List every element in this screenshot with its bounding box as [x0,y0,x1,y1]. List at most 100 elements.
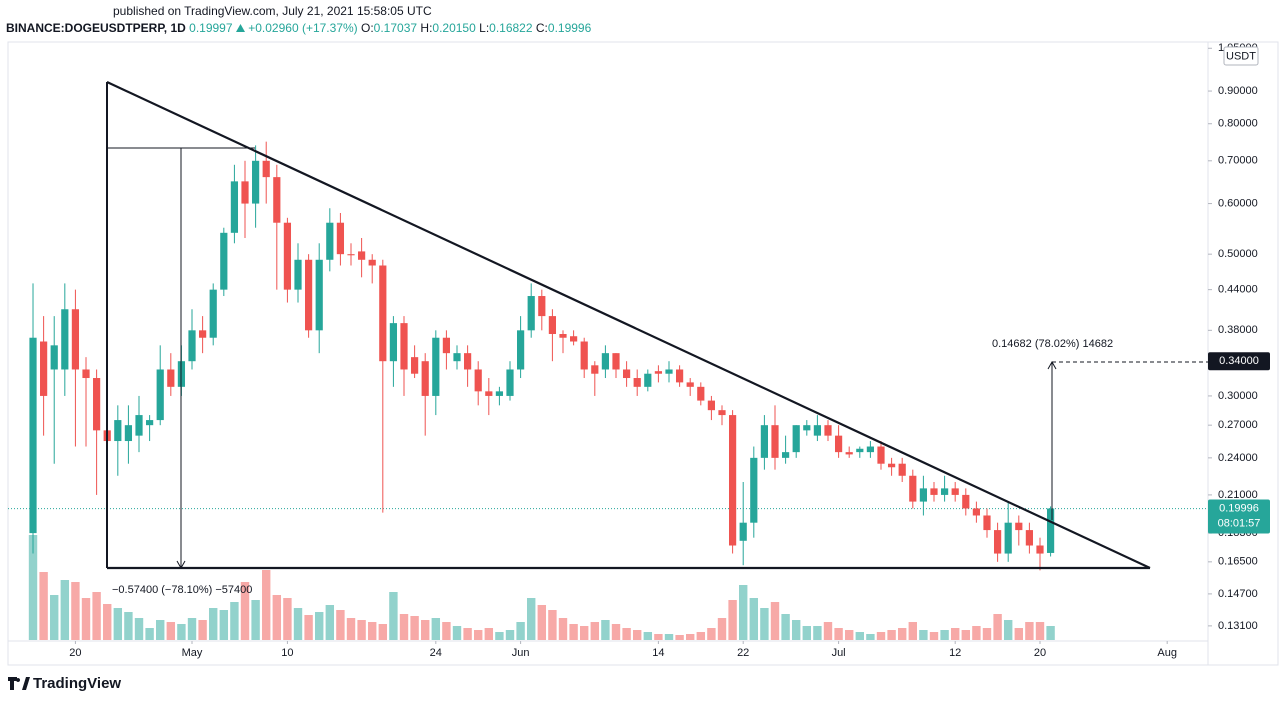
volume-bar [145,628,154,640]
candle-body [474,369,482,392]
price-label-box [1208,352,1270,371]
ohlc-value: 0.20150 [432,21,476,35]
y-tick-label: 0.27000 [1218,419,1258,431]
volume-bar [728,600,737,640]
candle-body [464,353,472,370]
volume-bar [686,634,695,640]
candle-body [962,494,970,509]
candle-body [538,296,546,317]
ohlc: O:0.17037 H:0.20150 L:0.16822 C:0.19996 [361,21,591,35]
volume-bar [866,634,875,640]
y-tick-label: 0.60000 [1218,197,1258,209]
price-label-box [1208,499,1270,534]
volume-bar [760,608,769,640]
candle-body [400,323,408,370]
candle-body [771,425,779,458]
candle-body [262,160,270,178]
volume-bar [198,620,207,640]
volume-bar [696,632,706,640]
volume-bar [495,632,504,640]
candle-body [559,334,567,338]
candle-body [591,365,599,374]
y-tick-label: 0.90000 [1218,85,1258,97]
ohlc-value: 0.19996 [547,21,592,35]
volume-bar [887,630,896,640]
volume-bar [675,635,684,640]
volume-bar [950,628,960,640]
candle-body [273,177,281,223]
volume-bar [389,592,398,640]
volume-bar [664,634,674,640]
candle-body [729,415,737,546]
price-label: 0.19996 [1219,502,1259,514]
x-tick-label: 12 [949,647,961,659]
ohlc-value: 0.16822 [489,21,533,35]
axes: 1.050000.900000.800000.700000.600000.500… [69,42,1270,659]
volume-bar [368,622,377,640]
volume-bar [601,620,610,640]
ohlc-value: 0.17037 [373,21,418,35]
volume-bar [92,592,101,640]
symbol-header: BINANCE:DOGEUSDTPERP, 1D 0.19997 +0.0296… [6,21,591,35]
volume-bar [548,610,557,640]
y-tick-label: 0.13100 [1218,620,1258,632]
candle-body [665,369,673,374]
price-label: 0.34000 [1219,355,1259,367]
volume-bar [558,618,568,640]
x-tick-label: 14 [652,647,664,659]
y-tick-label: 0.14700 [1218,588,1258,600]
volume-bar [791,620,801,640]
candle-body [442,337,451,354]
countdown: 08:01:57 [1218,517,1261,529]
candle-body [601,353,610,370]
candle-body [167,369,175,387]
arrow-head [176,560,186,570]
candle-body [654,371,663,374]
candle-body [241,181,249,204]
volume-bar [1035,622,1045,640]
candle-body [824,425,832,436]
annotation: −0.57400 (−78.10%) −57400 [112,584,252,596]
candle-body [580,341,588,370]
candle-body [368,259,376,266]
candle-body [813,425,821,436]
volume-bar [897,628,907,640]
volume-bar [378,624,388,640]
candle-body [856,448,864,453]
x-tick-label: Jul [832,647,846,659]
brand: TradingView [33,675,121,692]
candle-body [612,353,620,370]
candle-body [82,369,90,379]
candle-body [379,265,387,362]
candle-body [898,463,906,476]
candle-body [283,222,292,290]
candle-body [305,259,313,331]
candle-body [389,323,398,362]
candle-body [71,309,80,370]
symbol: BINANCE:DOGEUSDTPERP, 1D [6,21,186,35]
candle-body [209,289,217,338]
last-price: 0.19997 [189,21,233,35]
candle-body [421,361,429,396]
volume-bar [643,632,653,640]
volume-bar [442,622,451,640]
candle-body [866,446,874,453]
volume-bar [60,580,70,640]
volume-bar [739,585,748,640]
candle-body [633,378,641,387]
published-note: published on TradingView.com, July 21, 2… [113,4,432,18]
candle-body [411,357,419,374]
candle-body [1046,508,1055,553]
volume-bar [251,600,260,640]
candle-body [61,309,69,370]
candle-layer [29,141,1055,571]
volume-bar [240,582,250,640]
volume-layer [28,535,1055,640]
candle-body [506,369,514,396]
volume-bar [940,630,949,640]
x-tick-label: 10 [281,647,293,659]
candle-body [199,330,207,338]
candle-body [485,391,493,396]
volume-bar [844,630,854,640]
